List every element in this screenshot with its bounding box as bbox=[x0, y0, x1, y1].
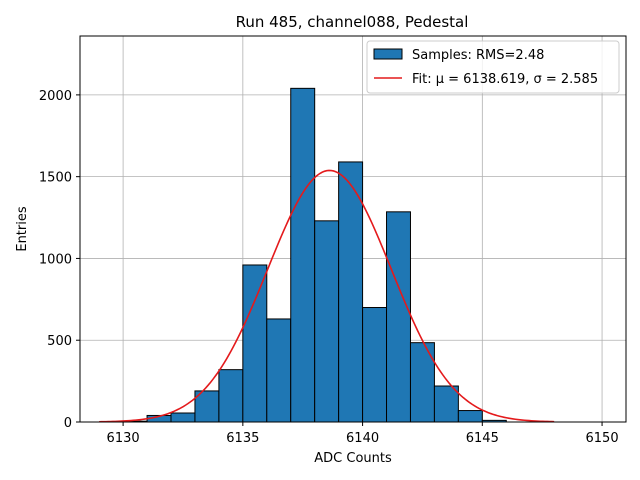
y-axis-label: Entries bbox=[15, 206, 30, 252]
fit-curve bbox=[99, 169, 555, 423]
y-tick-label: 2000 bbox=[39, 89, 72, 104]
histogram-bar bbox=[457, 410, 483, 423]
histogram-bar bbox=[386, 211, 411, 423]
legend: Samples: RMS=2.48 Fit: μ = 6138.619, σ =… bbox=[366, 40, 620, 94]
x-tick-label: 6130 bbox=[107, 431, 140, 446]
legend-fit-label: Fit: μ = 6138.619, σ = 2.585 bbox=[412, 72, 598, 87]
histogram-bar bbox=[362, 307, 388, 423]
y-tick-label: 0 bbox=[64, 416, 72, 431]
y-tick-label: 1000 bbox=[39, 252, 72, 267]
x-axis-label: ADC Counts bbox=[314, 451, 392, 466]
histogram-bar bbox=[242, 264, 268, 423]
histogram-bar bbox=[218, 369, 244, 423]
histogram-bar bbox=[290, 87, 316, 423]
legend-samples-patch bbox=[373, 48, 403, 60]
legend-samples-label: Samples: RMS=2.48 bbox=[412, 48, 544, 63]
legend-box bbox=[366, 40, 620, 94]
chart-title: Run 485, channel088, Pedestal bbox=[236, 13, 469, 31]
histogram-bar bbox=[314, 220, 340, 423]
axes-frame bbox=[79, 35, 627, 423]
y-tick-label: 1500 bbox=[39, 171, 72, 186]
x-tick-label: 6145 bbox=[466, 431, 499, 446]
x-tick-label: 6135 bbox=[226, 431, 259, 446]
y-tick-label: 500 bbox=[47, 334, 72, 349]
histogram-bar bbox=[266, 318, 292, 423]
x-tick-label: 6150 bbox=[586, 431, 619, 446]
y-axis-ticks: 0 500 1000 1500 2000 bbox=[39, 89, 80, 431]
histogram-bar bbox=[338, 161, 364, 423]
x-tick-label: 6140 bbox=[346, 431, 379, 446]
histogram-bar bbox=[170, 412, 196, 423]
histogram-bar bbox=[433, 385, 459, 423]
x-axis-ticks: 6130 6135 6140 6145 6150 bbox=[107, 422, 619, 446]
